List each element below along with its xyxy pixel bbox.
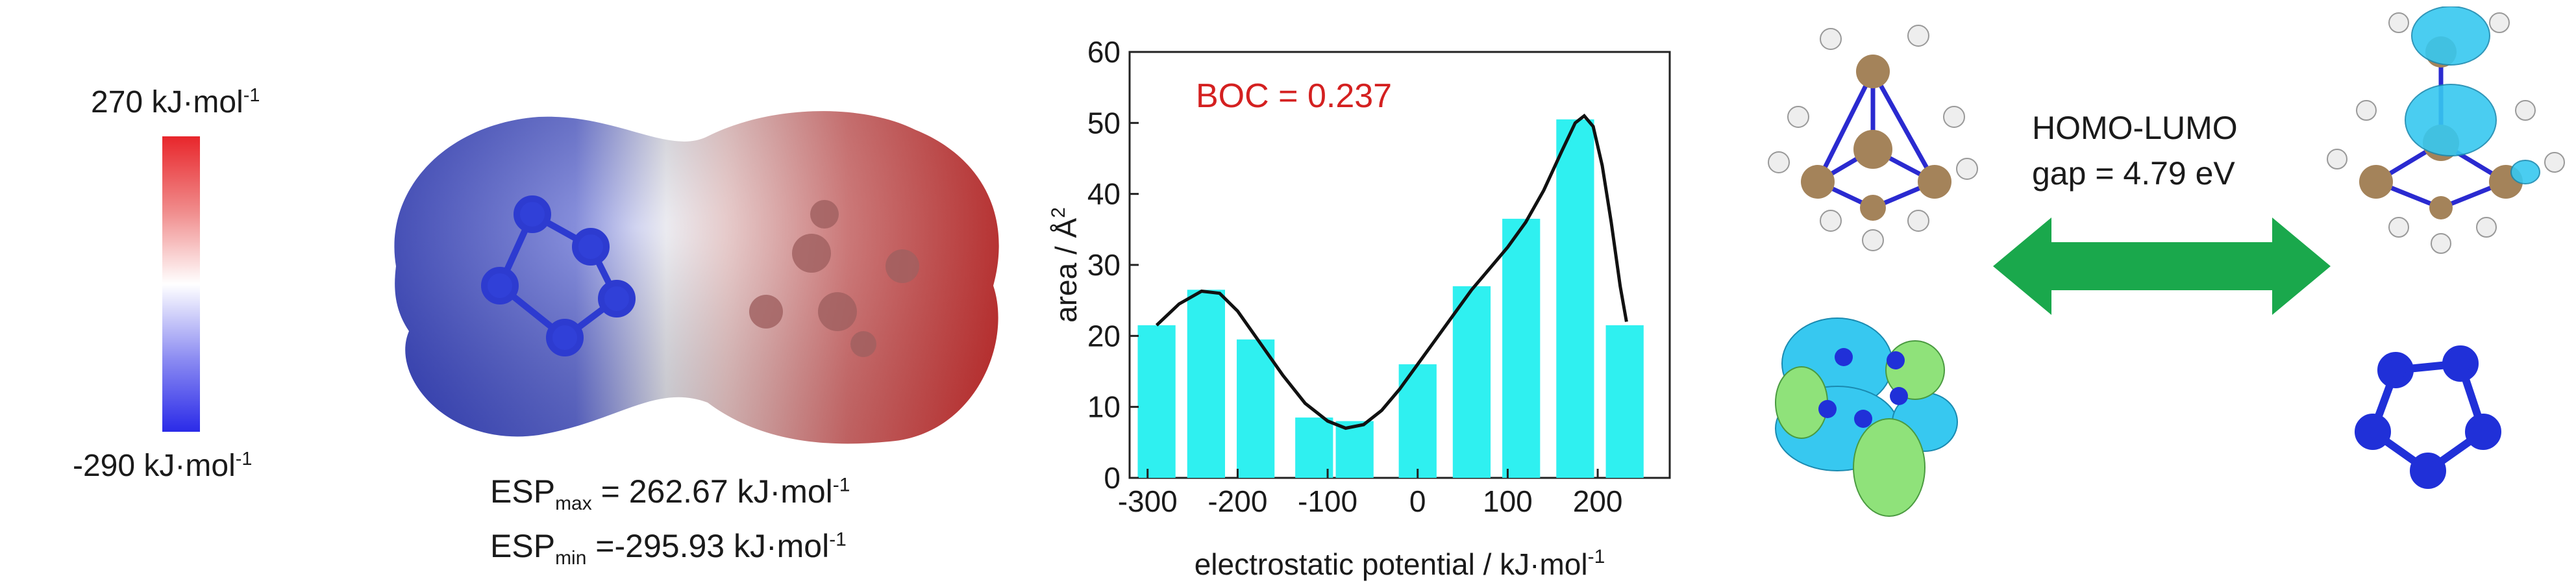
- bar: [1556, 119, 1594, 478]
- colorbar-min-label: -290 kJ·mol-1: [73, 449, 253, 483]
- x-tick-label: -200: [1208, 484, 1267, 518]
- colorbar-max-label: 270 kJ·mol-1: [91, 85, 260, 119]
- color-scale-bar: [162, 136, 200, 432]
- bar: [1295, 417, 1333, 478]
- bar: [1335, 421, 1374, 478]
- cation-ball-and-stick: [1768, 25, 1978, 251]
- y-tick-label: 30: [1087, 248, 1121, 282]
- pentazolate-orbital: [1775, 317, 1958, 517]
- pentazole-ring: [481, 195, 636, 356]
- bar: [1452, 286, 1491, 478]
- esp-min-label: ESPmin =-295.93 kJ·mol-1: [490, 528, 847, 569]
- y-tick-label: 0: [1104, 461, 1121, 495]
- y-tick-label: 20: [1087, 319, 1121, 353]
- esp-area-histogram: -300 -200 -100 0 100 200 0 10 20 30 40 50 60 BOC = …: [1048, 35, 1671, 581]
- x-tick-label: 0: [1409, 484, 1426, 518]
- homo-lumo-gap: gap = 4.79 eV: [2032, 155, 2235, 192]
- y-tick-label: 60: [1087, 35, 1121, 69]
- x-axis-label: electrostatic potential / kJ·mol-1: [1195, 546, 1605, 581]
- bars-group: [1137, 119, 1644, 478]
- x-tick-label: -300: [1118, 484, 1178, 518]
- y-tick-label: 50: [1087, 106, 1121, 140]
- bar: [1502, 218, 1541, 478]
- x-tick-label: 200: [1573, 484, 1623, 518]
- esp-surface-illustration: [394, 111, 999, 444]
- pentazolate-ring-right: [2355, 345, 2501, 489]
- x-ticks: -300 -200 -100 0 100 200: [1118, 469, 1623, 518]
- boc-annotation: BOC = 0.237: [1196, 77, 1392, 115]
- bar: [1137, 325, 1176, 478]
- distribution-curve: [1155, 113, 1628, 430]
- y-axis-label: area / Å2: [1048, 207, 1083, 323]
- x-tick-label: -100: [1298, 484, 1357, 518]
- x-tick-label: 100: [1483, 484, 1533, 518]
- y-ticks: 0 10 20 30 40 50 60: [1087, 35, 1139, 495]
- y-tick-label: 40: [1087, 177, 1121, 211]
- esp-max-label: ESPmax = 262.67 kJ·mol-1: [490, 473, 850, 514]
- cation-atoms: [749, 200, 919, 357]
- homo-lumo-title: HOMO-LUMO: [2032, 110, 2238, 146]
- bar: [1187, 290, 1225, 478]
- bar: [1605, 325, 1644, 478]
- double-arrow: [1993, 218, 2331, 315]
- bar: [1237, 339, 1275, 478]
- cation-homo: [2327, 6, 2565, 254]
- y-tick-label: 10: [1087, 390, 1121, 424]
